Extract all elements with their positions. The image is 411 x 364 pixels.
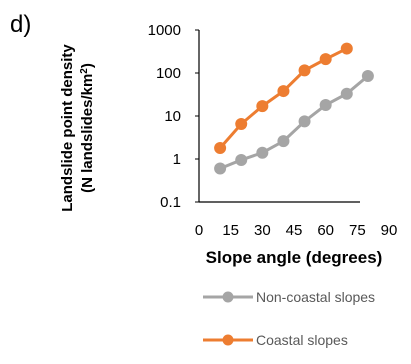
data-point	[340, 87, 353, 100]
y-tick-label: 1	[173, 151, 181, 168]
y-tick-label: 10	[164, 108, 181, 125]
data-point	[319, 53, 332, 66]
data-point	[235, 153, 248, 166]
x-tick-label: 0	[195, 222, 203, 239]
x-tick-label: 75	[349, 222, 366, 239]
x-tick-labels: 0 15 30 45 60 75 90	[195, 222, 398, 239]
data-point	[319, 99, 332, 112]
x-tick-label: 45	[286, 222, 303, 239]
x-axis-label: Slope angle (degrees)	[206, 248, 383, 267]
x-tick-label: 15	[222, 222, 239, 239]
y-tick-label: 100	[156, 65, 181, 82]
legend-marker	[222, 334, 234, 346]
data-point	[340, 42, 353, 55]
data-point	[214, 142, 227, 155]
legend-marker	[222, 291, 234, 303]
y-tick-labels: 0.1 1 10 100 1000	[148, 22, 181, 211]
legend-label: Coastal slopes	[256, 332, 348, 348]
data-point	[256, 100, 269, 113]
axes	[195, 29, 360, 203]
x-tick-label: 60	[317, 222, 334, 239]
y-axis-label-line-1: Landslide point density	[59, 44, 76, 212]
data-point	[298, 115, 311, 128]
panel-label: d)	[10, 11, 31, 38]
y-axis-label-close-paren: )	[79, 63, 96, 68]
x-tick-label: 30	[254, 222, 271, 239]
y-axis-label-unit: (N landslides/km	[79, 74, 96, 193]
y-tick-label: 0.1	[160, 194, 181, 211]
x-tick-label: 90	[381, 222, 398, 239]
y-axis-label-line-2: (N landslides/km2)	[79, 63, 96, 193]
data-point	[298, 64, 311, 77]
y-tick-label: 1000	[148, 22, 181, 39]
legend: Non-coastal slopes Coastal slopes	[203, 289, 375, 348]
data-point	[214, 162, 227, 175]
data-point	[256, 146, 269, 159]
data-point	[361, 70, 374, 83]
data-point	[277, 135, 290, 148]
series-layer	[214, 42, 374, 175]
legend-label: Non-coastal slopes	[256, 289, 375, 305]
y-axis-label-superscript: 2	[79, 68, 90, 74]
data-point	[277, 85, 290, 98]
data-point	[235, 118, 248, 131]
y-axis-label: Landslide point density (N landslides/km…	[59, 44, 96, 212]
